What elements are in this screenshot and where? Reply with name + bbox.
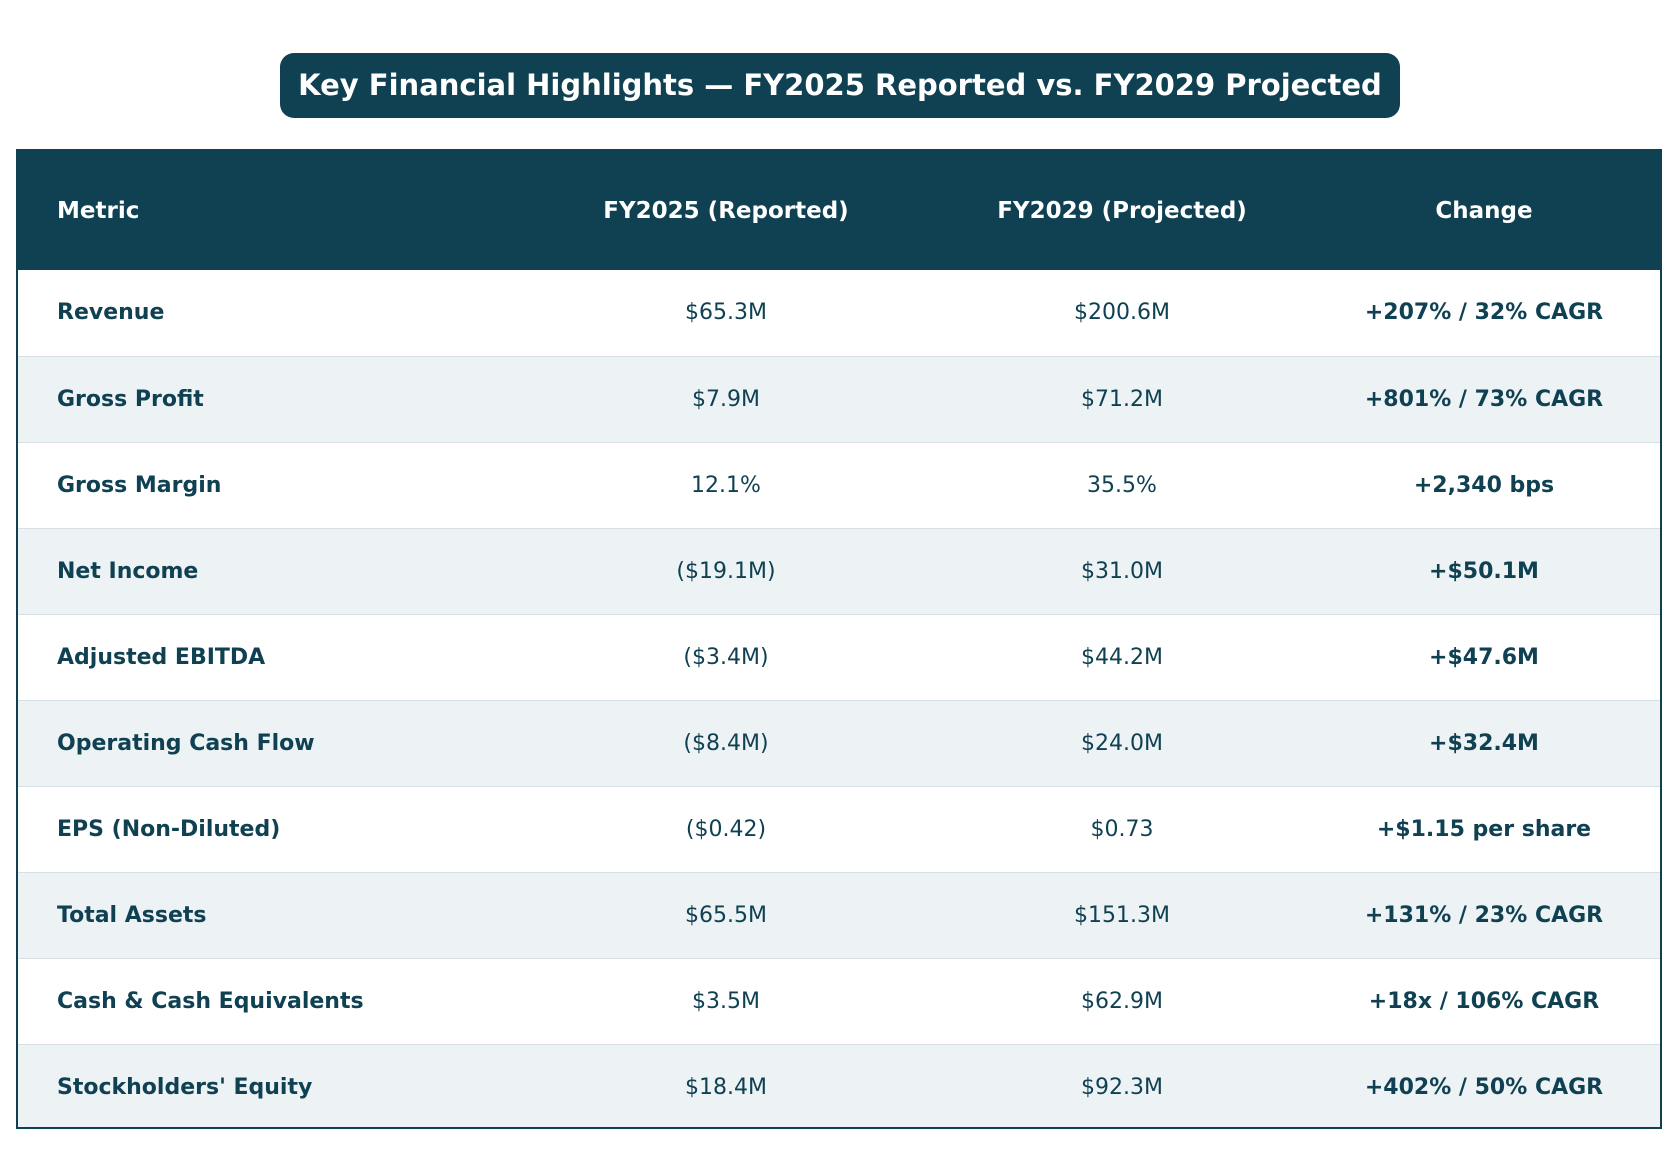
change-cell: +$1.15 per share [1376, 816, 1592, 842]
column-header-fy2025: FY2025 (Reported) [603, 197, 849, 224]
fy2025-value-cell: $18.4M [685, 1074, 767, 1100]
metric-cell: Total Assets [57, 902, 207, 928]
table-row: EPS (Non-Diluted) ($0.42) $0.73 +$1.15 per … [18, 786, 1660, 872]
fy2025-value-cell: 12.1% [691, 472, 761, 498]
fy2025-value-cell: ($0.42) [685, 816, 767, 842]
fy2029-value-cell: $24.0M [1081, 730, 1163, 756]
fy2029-value-cell: $71.2M [1081, 386, 1163, 412]
table-row: Stockholders' Equity $18.4M $92.3M +402% / … [18, 1044, 1660, 1127]
metric-cell: EPS (Non-Diluted) [57, 816, 281, 842]
fy2029-value-cell: $62.9M [1081, 988, 1163, 1014]
table-row: Operating Cash Flow ($8.4M) $24.0M +$32.4M [18, 700, 1660, 786]
fy2025-value-cell: ($8.4M) [683, 730, 769, 756]
metric-cell: Operating Cash Flow [57, 730, 315, 756]
column-header-fy2029: FY2029 (Projected) [997, 197, 1247, 224]
fy2025-value-cell: ($3.4M) [683, 644, 769, 670]
page-title: Key Financial Highlights — FY2025 Report… [280, 53, 1400, 118]
fy2029-value-cell: $92.3M [1081, 1074, 1163, 1100]
table-header-row: Metric FY2025 (Reported) FY2029 (Project… [18, 151, 1660, 270]
change-cell: +18x / 106% CAGR [1368, 988, 1600, 1014]
metric-cell: Gross Profit [57, 386, 204, 412]
table-row: Gross Profit $7.9M $71.2M +801% / 73% CAGR [18, 356, 1660, 442]
financial-highlights-table: Metric FY2025 (Reported) FY2029 (Project… [18, 151, 1660, 1127]
change-cell: +$47.6M [1429, 644, 1539, 670]
fy2025-value-cell: ($19.1M) [676, 558, 776, 584]
change-cell: +$50.1M [1429, 558, 1539, 584]
title-container: Key Financial Highlights — FY2025 Report… [0, 53, 1680, 118]
fy2029-value-cell: $31.0M [1081, 558, 1163, 584]
change-cell: +2,340 bps [1413, 472, 1555, 498]
table-body: Revenue $65.3M $200.6M +207% / 32% CAGR Gros… [18, 270, 1660, 1127]
change-cell: +402% / 50% CAGR [1364, 1074, 1604, 1100]
metric-cell: Stockholders' Equity [57, 1074, 313, 1100]
metric-cell: Gross Margin [57, 472, 222, 498]
metric-cell: Adjusted EBITDA [57, 644, 266, 670]
table-row: Revenue $65.3M $200.6M +207% / 32% CAGR [18, 270, 1660, 356]
table-row: Gross Margin 12.1% 35.5% +2,340 bps [18, 442, 1660, 528]
metric-cell: Cash & Cash Equivalents [57, 988, 364, 1014]
fy2025-value-cell: $3.5M [692, 988, 760, 1014]
fy2025-value-cell: $7.9M [692, 386, 760, 412]
metric-cell: Net Income [57, 558, 199, 584]
fy2029-value-cell: 35.5% [1087, 472, 1157, 498]
table-row: Cash & Cash Equivalents $3.5M $62.9M +18x /… [18, 958, 1660, 1044]
change-cell: +207% / 32% CAGR [1364, 300, 1604, 326]
table-row: Total Assets $65.5M $151.3M +131% / 23% CAG… [18, 872, 1660, 958]
fy2029-value-cell: $44.2M [1081, 644, 1163, 670]
change-cell: +$32.4M [1429, 730, 1539, 756]
change-cell: +801% / 73% CAGR [1364, 386, 1604, 412]
fy2029-value-cell: $200.6M [1074, 300, 1170, 326]
column-header-metric: Metric [57, 197, 140, 224]
table-row: Net Income ($19.1M) $31.0M +$50.1M [18, 528, 1660, 614]
change-cell: +131% / 23% CAGR [1364, 902, 1604, 928]
fy2025-value-cell: $65.5M [685, 902, 767, 928]
column-header-change: Change [1435, 197, 1533, 224]
fy2029-value-cell: $0.73 [1090, 816, 1154, 842]
fy2025-value-cell: $65.3M [685, 300, 767, 326]
fy2029-value-cell: $151.3M [1074, 902, 1170, 928]
metric-cell: Revenue [57, 300, 165, 326]
financial-table-frame: Metric FY2025 (Reported) FY2029 (Project… [16, 149, 1662, 1129]
table-row: Adjusted EBITDA ($3.4M) $44.2M +$47.6M [18, 614, 1660, 700]
